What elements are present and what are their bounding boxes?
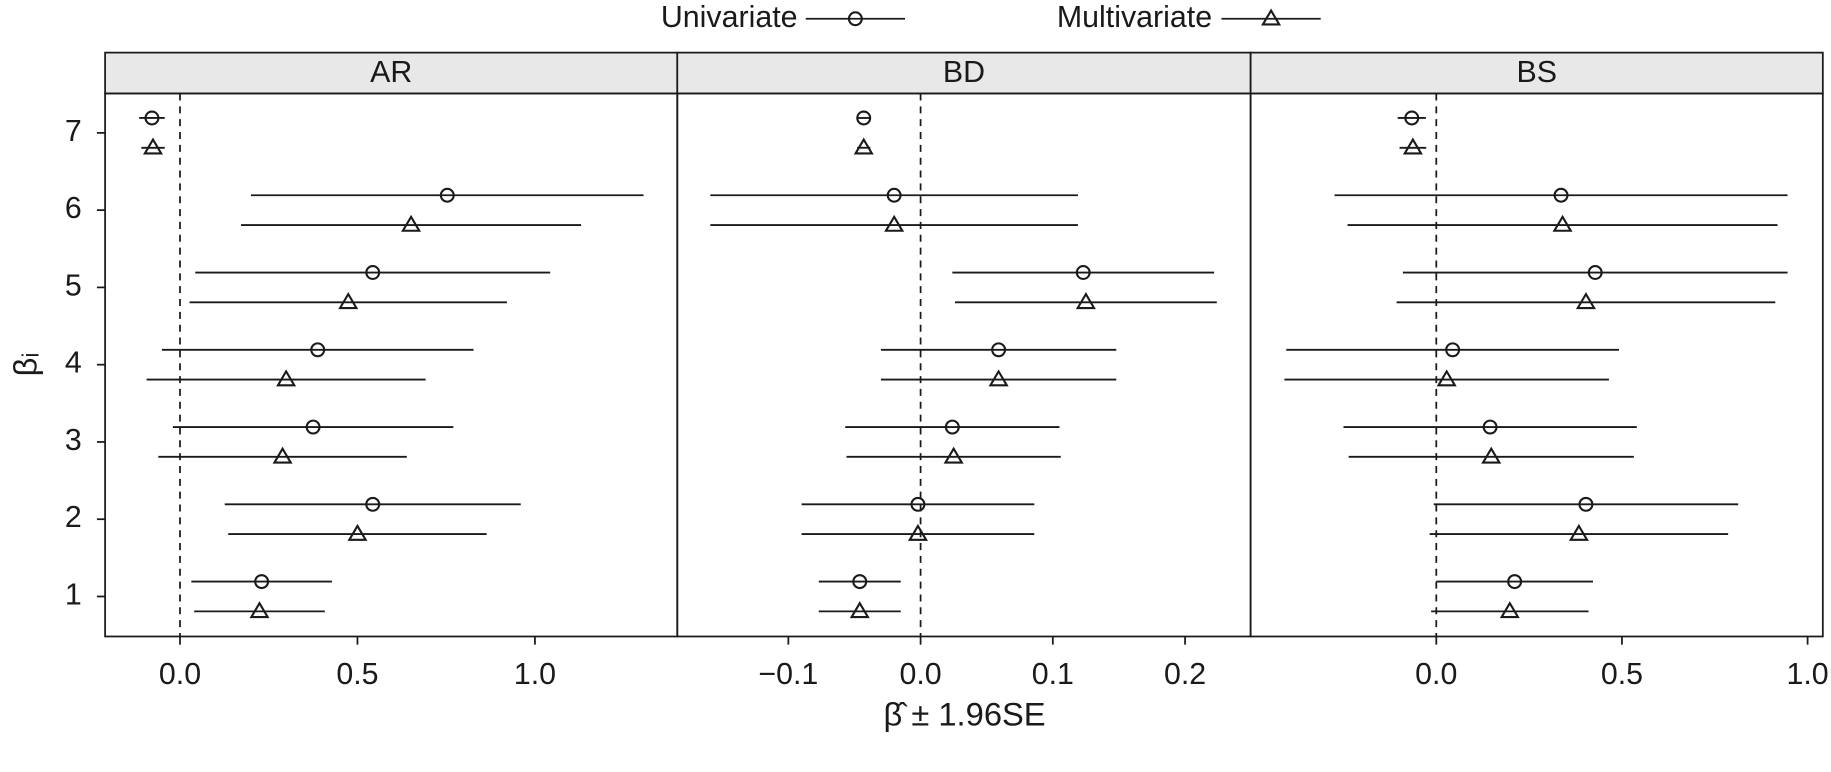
point bbox=[439, 187, 455, 203]
x-tick-label: 0.0 bbox=[1415, 658, 1457, 691]
x-tick-label: 0.0 bbox=[899, 658, 941, 691]
y-tick-label: 4 bbox=[65, 347, 82, 380]
point bbox=[365, 496, 381, 512]
panel-frame bbox=[676, 92, 1252, 638]
point bbox=[910, 496, 926, 512]
point bbox=[1575, 292, 1596, 310]
y-tick-label: 7 bbox=[65, 115, 82, 148]
panel-frame bbox=[1249, 92, 1824, 638]
point bbox=[1553, 187, 1569, 203]
x-tick-label: 0.1 bbox=[1032, 658, 1074, 691]
panel-title: BS bbox=[1516, 56, 1557, 89]
point bbox=[884, 214, 905, 232]
point bbox=[856, 110, 872, 126]
x-tick-label: 1.0 bbox=[1786, 658, 1828, 691]
point bbox=[1075, 265, 1091, 280]
strip bbox=[676, 51, 1252, 95]
point bbox=[1507, 574, 1523, 590]
point bbox=[907, 523, 928, 541]
point bbox=[847, 11, 863, 27]
y-tick-label: 3 bbox=[65, 424, 82, 457]
x-tick-label: 1.0 bbox=[514, 658, 556, 691]
point bbox=[852, 574, 868, 590]
panel-title: AR bbox=[370, 56, 412, 89]
point bbox=[347, 523, 368, 541]
point bbox=[1499, 601, 1520, 619]
panel-title: BD bbox=[943, 56, 985, 89]
point bbox=[1436, 369, 1457, 387]
point bbox=[338, 292, 359, 310]
point bbox=[143, 137, 164, 155]
point bbox=[1404, 110, 1420, 126]
point bbox=[1587, 265, 1603, 280]
point bbox=[365, 265, 381, 280]
panel-frame bbox=[104, 92, 679, 638]
y-tick-label: 5 bbox=[65, 269, 82, 302]
point bbox=[1552, 214, 1573, 232]
x-tick-label: 0.2 bbox=[1164, 658, 1206, 691]
x-tick-label: 0.5 bbox=[336, 658, 378, 691]
point bbox=[849, 601, 870, 619]
point bbox=[1481, 446, 1502, 464]
point bbox=[254, 574, 270, 590]
strip bbox=[1249, 51, 1824, 95]
x-tick-label: 0.5 bbox=[1601, 658, 1643, 691]
point bbox=[1482, 419, 1498, 435]
point bbox=[1075, 292, 1096, 310]
y-axis-label: βᵢ bbox=[7, 352, 44, 376]
point bbox=[144, 110, 160, 126]
point bbox=[305, 419, 321, 435]
legend-label: Univariate bbox=[661, 1, 798, 34]
point bbox=[310, 342, 326, 358]
y-tick-label: 2 bbox=[65, 501, 82, 534]
point bbox=[886, 187, 902, 203]
x-tick-label: 0.0 bbox=[159, 658, 201, 691]
point bbox=[272, 446, 293, 464]
x-axis-label: β̂ ± 1.96SE bbox=[883, 696, 1045, 733]
point bbox=[991, 342, 1007, 358]
point bbox=[988, 369, 1009, 387]
x-tick-label: −0.1 bbox=[758, 658, 818, 691]
point bbox=[401, 214, 422, 232]
y-tick-label: 1 bbox=[65, 578, 82, 611]
point bbox=[853, 137, 874, 155]
point bbox=[249, 601, 270, 619]
legend-label: Multivariate bbox=[1057, 1, 1212, 34]
point bbox=[944, 419, 960, 435]
point bbox=[943, 446, 964, 464]
point bbox=[1445, 342, 1461, 358]
point bbox=[1568, 523, 1589, 541]
point bbox=[276, 369, 297, 387]
point bbox=[1578, 496, 1594, 512]
point bbox=[1402, 137, 1423, 155]
y-tick-label: 6 bbox=[65, 192, 82, 225]
point bbox=[1261, 8, 1282, 26]
